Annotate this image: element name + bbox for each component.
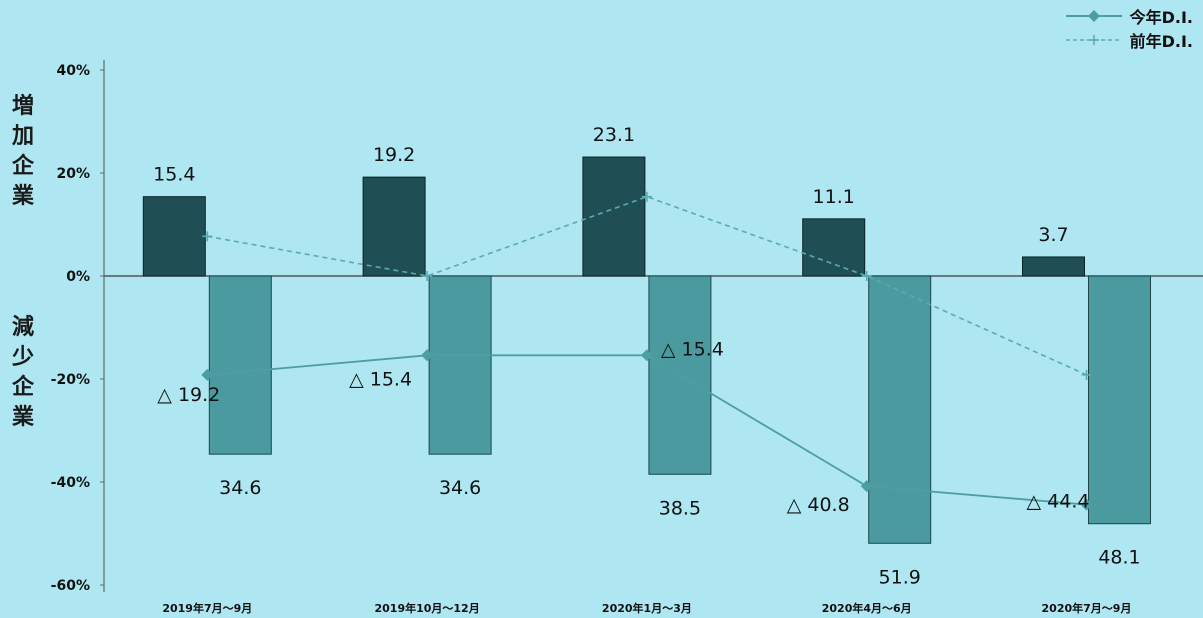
- y-label-char: 企: [11, 375, 34, 400]
- x-tick-label: 2020年4月～6月: [822, 601, 912, 615]
- bar-increase-data-label: 23.1: [593, 124, 635, 146]
- y-label-char: 少: [11, 345, 34, 370]
- x-tick-label: 2020年7月～9月: [1042, 601, 1132, 615]
- legend-label-this-year: 今年D.I.: [1129, 8, 1193, 27]
- bar-decrease: [428, 275, 492, 455]
- point-last-year: [202, 231, 213, 242]
- y-tick-label: -20%: [51, 372, 90, 388]
- y-axis-label-increase: 増 加 企 業: [8, 92, 38, 212]
- point-this-year: [640, 349, 653, 362]
- point-last-year: [861, 271, 872, 281]
- x-tick-label: 2019年7月～9月: [162, 601, 252, 615]
- line-this-year-data-label: △ 40.8: [787, 494, 850, 516]
- legend-item-this-year: 今年D.I.: [1064, 4, 1193, 28]
- y-tick-label: 0%: [66, 269, 90, 285]
- bar-decrease-data-label: 38.5: [659, 497, 701, 519]
- bar-increase: [362, 176, 426, 277]
- point-this-year: [1080, 498, 1093, 511]
- y-label-char: 業: [11, 184, 34, 209]
- point-last-year: [1081, 369, 1092, 380]
- bar-decrease-data-label: 51.9: [879, 566, 921, 588]
- bar-decrease: [1088, 275, 1152, 525]
- y-label-char: 企: [11, 154, 34, 179]
- bar-increase: [142, 196, 206, 277]
- legend-line-dashed-plus-icon: [1065, 35, 1122, 45]
- bar-increase-data-label: 19.2: [373, 144, 415, 166]
- y-label-char: 加: [11, 124, 34, 149]
- legend-item-last-year: 前年D.I.: [1064, 28, 1193, 52]
- line-this-year-data-label: △ 15.4: [349, 368, 412, 390]
- y-tick-label: -60%: [51, 578, 90, 594]
- bar-decrease-data-label: 34.6: [439, 477, 481, 499]
- line-this-year-data-label: △ 44.4: [1027, 491, 1090, 513]
- line-this-year: [207, 354, 1087, 506]
- line-last-year: [207, 195, 1087, 376]
- point-last-year: [641, 191, 652, 202]
- legend-line-solid-diamond-icon: [1065, 10, 1122, 22]
- point-last-year: [422, 271, 433, 281]
- bar-increase-data-label: 11.1: [813, 186, 855, 208]
- bar-increase-data-label: 3.7: [1038, 224, 1068, 246]
- x-tick-label: 2020年1月～3月: [602, 601, 692, 615]
- y-tick-label: 20%: [56, 166, 90, 182]
- point-this-year: [421, 349, 434, 362]
- bar-increase-data-label: 15.4: [153, 164, 195, 186]
- point-this-year: [860, 480, 873, 493]
- bar-decrease-data-label: 48.1: [1098, 547, 1140, 569]
- line-this-year-data-label: △ 15.4: [661, 338, 724, 360]
- bar-increase: [1022, 256, 1086, 277]
- y-label-char: 業: [11, 405, 34, 430]
- bar-decrease: [868, 275, 932, 544]
- y-label-char: 減: [11, 315, 34, 340]
- bar-increase: [802, 218, 866, 277]
- y-axis-label-decrease: 減 少 企 業: [8, 313, 38, 433]
- point-this-year: [201, 368, 214, 381]
- line-this-year-data-label: △ 19.2: [157, 384, 220, 406]
- y-tick-label: 40%: [56, 63, 90, 79]
- x-tick-label: 2019年10月～12月: [374, 601, 479, 615]
- legend-label-last-year: 前年D.I.: [1129, 32, 1193, 51]
- bar-decrease: [208, 275, 272, 455]
- y-tick-label: -40%: [51, 475, 90, 491]
- legend: 今年D.I. 前年D.I.: [1064, 4, 1193, 52]
- y-label-char: 増: [11, 94, 34, 119]
- bar-decrease-data-label: 34.6: [219, 477, 261, 499]
